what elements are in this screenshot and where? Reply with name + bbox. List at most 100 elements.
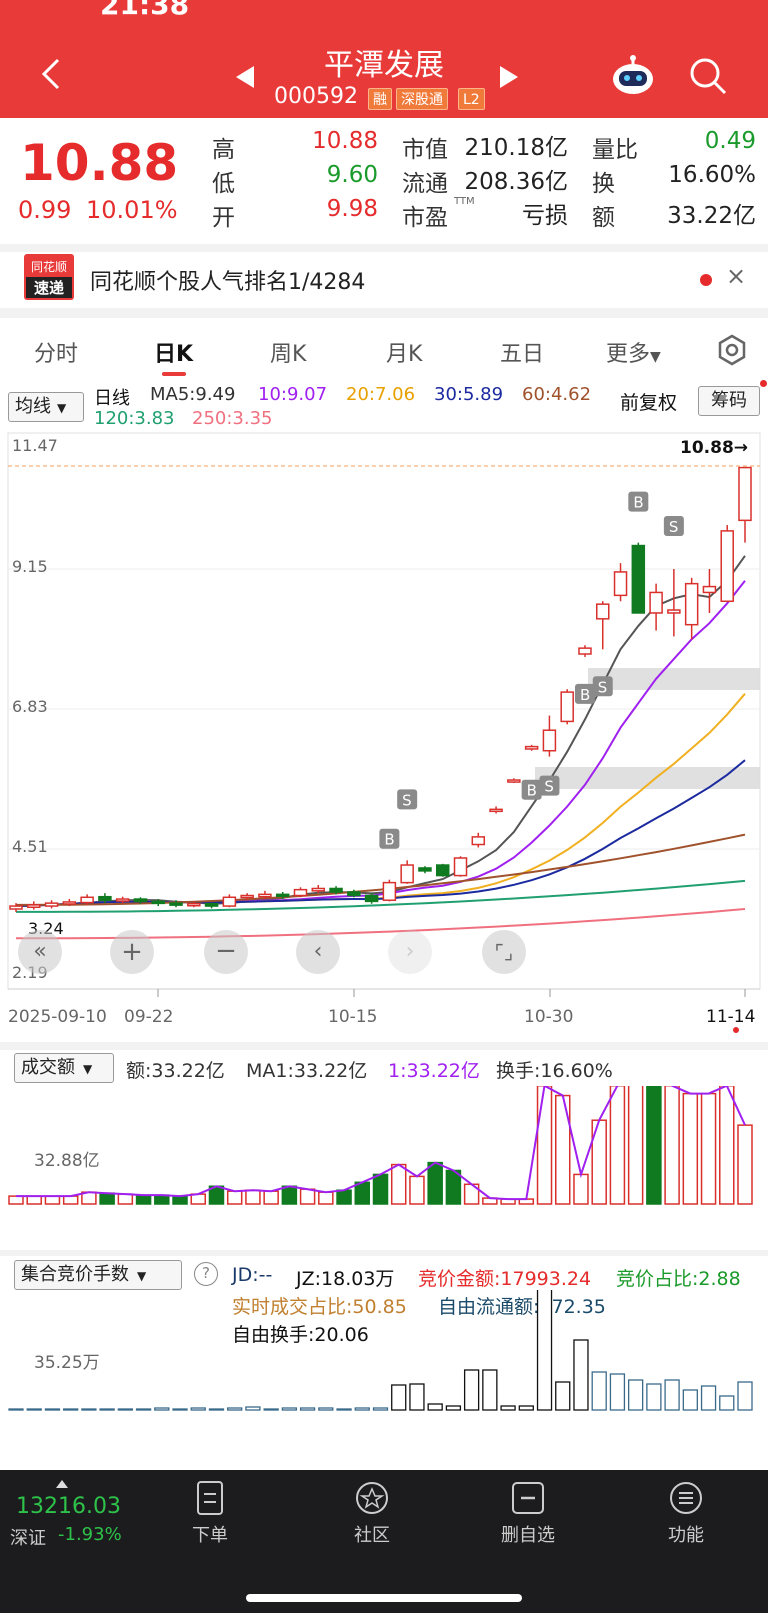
trade-signal-marker[interactable] <box>379 828 400 849</box>
scroll-left-fast-button[interactable]: « <box>18 930 62 974</box>
nav-functions[interactable]: 功能 <box>646 1480 726 1547</box>
nav-order[interactable]: 下单 <box>170 1480 250 1547</box>
candle-body <box>151 900 165 905</box>
nav-remove-watchlist[interactable]: 删自选 <box>488 1480 568 1547</box>
volume-bar <box>263 1190 279 1205</box>
zoom-in-button[interactable]: + <box>110 930 154 974</box>
auction-bar <box>664 1379 680 1411</box>
prev-stock-icon[interactable] <box>236 66 254 88</box>
help-icon[interactable]: ? <box>194 1262 218 1286</box>
volume-bar <box>737 1124 753 1205</box>
high-label: 高 <box>212 137 235 163</box>
tab-daily[interactable]: 日K <box>154 342 194 367</box>
zoom-out-button[interactable]: − <box>204 930 248 974</box>
remove-watchlist-icon <box>512 1482 544 1514</box>
candle-body <box>578 647 592 655</box>
trade-signal-marker[interactable] <box>592 676 613 697</box>
volume-chart[interactable]: 32.88亿 <box>0 1086 768 1246</box>
trade-signal-marker[interactable] <box>397 789 418 810</box>
candle-body <box>631 544 646 614</box>
expand-icon[interactable] <box>56 1480 68 1488</box>
settings-icon[interactable] <box>716 334 748 366</box>
candle-body <box>169 902 183 906</box>
scroll-right-button[interactable]: › <box>388 930 432 974</box>
candle-body <box>204 902 219 907</box>
trade-signal-marker[interactable] <box>663 516 684 536</box>
last-price: 10.88 <box>20 134 179 192</box>
ths-logo: 同花顺 速递 <box>24 254 74 300</box>
trade-signal-marker[interactable] <box>628 491 649 512</box>
auction-bar <box>463 1369 480 1411</box>
close-icon[interactable]: × <box>726 262 747 290</box>
candle-body <box>667 609 681 614</box>
auction-bar <box>318 1407 334 1411</box>
chevron-left-icon: ‹ <box>313 939 323 964</box>
tab-monthly[interactable]: 月K <box>386 342 423 367</box>
robot-assistant-icon[interactable] <box>610 54 656 100</box>
tab-intraday[interactable]: 分时 <box>34 342 79 367</box>
candle-body <box>329 887 343 893</box>
fullscreen-button[interactable]: ⌜⌟ <box>482 930 526 974</box>
volume-turnover: 换手:16.60% <box>496 1060 613 1082</box>
chevron-down-icon: ▼ <box>83 1062 93 1076</box>
adjust-label[interactable]: 前复权 <box>620 392 678 414</box>
trade-signal-marker[interactable] <box>574 683 595 704</box>
auction-jd: JD:-- <box>232 1264 273 1286</box>
auction-dropdown[interactable]: 集合竞价手数 ▼ <box>14 1260 182 1290</box>
trade-signal-marker[interactable] <box>521 779 542 800</box>
volume-bar <box>318 1191 334 1205</box>
auction-bar <box>609 1373 626 1411</box>
index-value[interactable]: 13216.03 <box>16 1494 121 1519</box>
auction-bar <box>700 1385 717 1411</box>
tab-five-day[interactable]: 五日 <box>500 342 545 367</box>
candle-body <box>435 864 450 877</box>
candle-body <box>222 896 237 907</box>
ma250-legend: 250:3.35 <box>192 408 273 429</box>
volume-amount: 额:33.22亿 <box>126 1060 225 1082</box>
divider <box>0 1042 768 1050</box>
indicator-dropdown[interactable]: 均线 ▼ <box>8 392 84 422</box>
scroll-left-button[interactable]: ‹ <box>296 930 340 974</box>
volume-bar <box>44 1195 61 1205</box>
back-arrow-icon[interactable] <box>36 56 72 92</box>
candles-group <box>9 466 752 912</box>
bottom-nav: 13216.03 深证 -1.93% 下单 社区 删自选 功能 <box>0 1470 768 1613</box>
volume-bar <box>700 1092 717 1205</box>
chevron-right-icon: › <box>405 939 415 964</box>
candle-body <box>187 902 201 907</box>
tab-more[interactable]: 更多▼ <box>606 336 661 368</box>
next-stock-icon[interactable] <box>500 66 518 88</box>
header-bar: 21:38 平潭发展 000592 融 深股通 L2 <box>0 0 768 118</box>
popularity-banner[interactable]: 同花顺 速递 同花顺个股人气排名1/4284 × <box>0 244 768 308</box>
volume-dropdown[interactable]: 成交额 ▼ <box>14 1053 114 1083</box>
tab-weekly[interactable]: 周K <box>270 342 307 367</box>
volume-bar <box>445 1169 462 1205</box>
auction-bar <box>44 1408 61 1411</box>
auction-y-label: 35.25万 <box>34 1353 100 1373</box>
candle-body <box>542 729 557 752</box>
index-change: -1.93% <box>58 1524 122 1545</box>
chips-button[interactable]: 筹码 <box>698 386 760 416</box>
auction-ratio: 竞价占比:2.88 <box>616 1268 741 1290</box>
open-value: 9.98 <box>326 196 378 222</box>
ma5-legend: MA5:9.49 <box>150 384 236 405</box>
price-change-pct: 10.01% <box>86 196 178 224</box>
active-tab-indicator <box>162 372 186 376</box>
nav-community[interactable]: 社区 <box>332 1480 412 1547</box>
auction-bar <box>154 1407 170 1411</box>
support-zone <box>535 767 760 789</box>
volume-ma-line <box>16 1086 746 1201</box>
volume-bar <box>117 1193 134 1205</box>
volume-bar <box>26 1195 42 1205</box>
chevron-down-icon: ▼ <box>137 1269 147 1283</box>
search-icon[interactable] <box>688 56 728 96</box>
plus-icon: + <box>121 937 143 967</box>
y-label-top: 11.47 <box>12 436 58 455</box>
trade-signal-marker[interactable] <box>539 775 560 796</box>
auction-bar <box>63 1408 79 1411</box>
candle-body <box>702 585 717 594</box>
ma20-legend: 20:7.06 <box>346 384 416 405</box>
turnover-label: 换 <box>592 171 615 197</box>
pe-ttm-label: TTM <box>454 196 475 207</box>
auction-chart[interactable]: 35.25万 <box>0 1290 768 1450</box>
